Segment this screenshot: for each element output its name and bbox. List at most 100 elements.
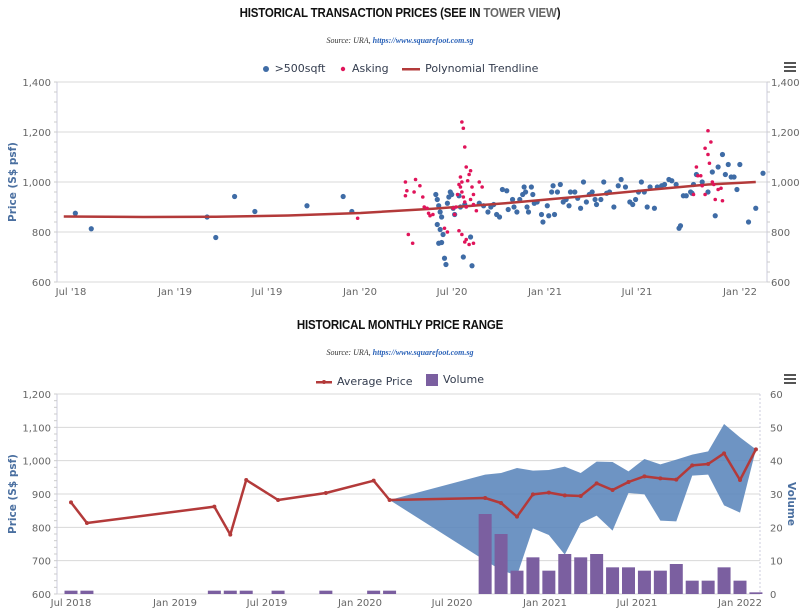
sqft-point	[447, 189, 453, 195]
sqft-point	[737, 161, 743, 168]
legend-item-asking[interactable]: Asking	[339, 62, 389, 75]
average-price-point	[706, 462, 711, 466]
sqft-point	[88, 226, 94, 232]
asking-point	[464, 205, 469, 209]
volume-bar	[478, 514, 492, 594]
asking-point	[455, 192, 460, 197]
average-price-point	[323, 491, 328, 495]
average-price-point	[626, 480, 631, 484]
asking-point	[460, 180, 464, 184]
legend-item-average-price[interactable]: Average Price	[316, 375, 413, 388]
asking-point	[467, 242, 471, 247]
volume-bar	[590, 554, 604, 594]
sqft-point	[572, 189, 578, 195]
legend-item-trendline[interactable]: Polynomial Trendline	[402, 62, 538, 75]
y-tick-label-right: 10	[770, 557, 783, 568]
sqft-point	[460, 254, 466, 260]
asking-point	[468, 197, 473, 202]
volume-bar	[271, 590, 285, 594]
source-link[interactable]: https://www.squarefoot.com.sg	[372, 36, 474, 45]
trendline	[63, 180, 756, 219]
volume-bar	[637, 570, 651, 594]
legend-item-volume[interactable]: Volume	[426, 373, 484, 386]
sqft-point	[580, 179, 587, 185]
asking-point	[405, 188, 409, 193]
asking-point	[452, 212, 457, 217]
x-tick-label: Jul '18	[55, 287, 87, 298]
asking-point	[471, 202, 476, 207]
asking-point	[422, 205, 427, 209]
average-price-line	[70, 448, 758, 536]
volume-bar	[510, 570, 524, 594]
x-tick-label: Jul 2018	[50, 598, 92, 609]
sqft-point	[615, 183, 621, 189]
sqft-point	[252, 208, 258, 215]
chart-menu-button[interactable]	[784, 374, 796, 384]
volume-bar	[64, 590, 78, 594]
sqft-point	[505, 206, 511, 213]
asking-point	[454, 205, 458, 209]
y-tick-label-right: 30	[770, 490, 783, 501]
sqft-point	[611, 204, 617, 210]
average-price-point	[499, 501, 504, 505]
asking-point	[713, 197, 718, 202]
asking-point	[464, 165, 469, 169]
menu-icon	[784, 374, 796, 376]
legend-item-sqft[interactable]: >500sqft	[262, 62, 326, 75]
sqft-point	[550, 183, 556, 189]
asking-point	[355, 216, 360, 221]
asking-point	[720, 198, 725, 203]
volume-bar	[669, 564, 683, 594]
y-tick-label-right: 600	[771, 278, 790, 289]
menu-icon	[784, 62, 796, 64]
sqft-point	[593, 201, 600, 208]
sqft-point	[709, 169, 715, 175]
asking-point	[474, 208, 479, 213]
sqft-point	[304, 203, 310, 209]
bottom-chart-source: Source: URA, https://www.squarefoot.com.…	[0, 348, 800, 357]
asking-point	[716, 187, 720, 192]
average-price-point	[228, 532, 233, 537]
x-tick-label: Jul 2021	[616, 598, 658, 609]
asking-point	[709, 140, 713, 144]
x-tick-label: Jan 2022	[717, 598, 762, 609]
average-price-point	[753, 447, 758, 452]
diamond-marker-icon	[340, 66, 346, 71]
top-chart-source: Source: URA, https://www.squarefoot.com.…	[0, 36, 800, 45]
asking-point	[451, 206, 455, 211]
asking-point	[460, 120, 464, 124]
average-price-point	[578, 494, 583, 498]
y-tick-label: 1,000	[22, 178, 51, 189]
sqft-point	[725, 161, 731, 168]
x-tick-label: Jan '19	[157, 287, 192, 298]
asking-point	[403, 180, 408, 184]
sqft-point	[540, 219, 546, 225]
tower-view-link[interactable]: TOWER VIEW	[483, 6, 557, 20]
average-price-point	[387, 498, 392, 502]
chart-menu-button[interactable]	[784, 62, 796, 72]
volume-bar	[606, 567, 620, 594]
average-price-point	[515, 514, 519, 519]
sqft-point	[443, 261, 449, 268]
y-tick-label: 700	[32, 557, 51, 568]
y-tick-label-right: 1,200	[771, 128, 800, 139]
volume-bar	[80, 590, 94, 594]
sqft-point	[705, 189, 711, 195]
volume-bar	[367, 590, 381, 594]
asking-point	[418, 183, 422, 188]
asking-point	[707, 161, 712, 166]
sqft-point	[496, 214, 503, 220]
volume-bar	[383, 590, 397, 594]
legend-label: Polynomial Trendline	[425, 62, 539, 75]
circle-marker-icon	[262, 65, 269, 72]
average-price-point	[674, 477, 679, 482]
asking-point	[442, 226, 447, 231]
source-link[interactable]: https://www.squarefoot.com.sg	[372, 348, 474, 357]
y-tick-label: 1,200	[22, 390, 51, 401]
average-price-point	[658, 476, 663, 481]
asking-point	[412, 190, 416, 194]
sqft-point	[504, 188, 510, 194]
y-tick-label-right: 0	[770, 590, 776, 601]
sqft-point	[72, 210, 78, 216]
menu-icon-bar	[784, 66, 796, 68]
